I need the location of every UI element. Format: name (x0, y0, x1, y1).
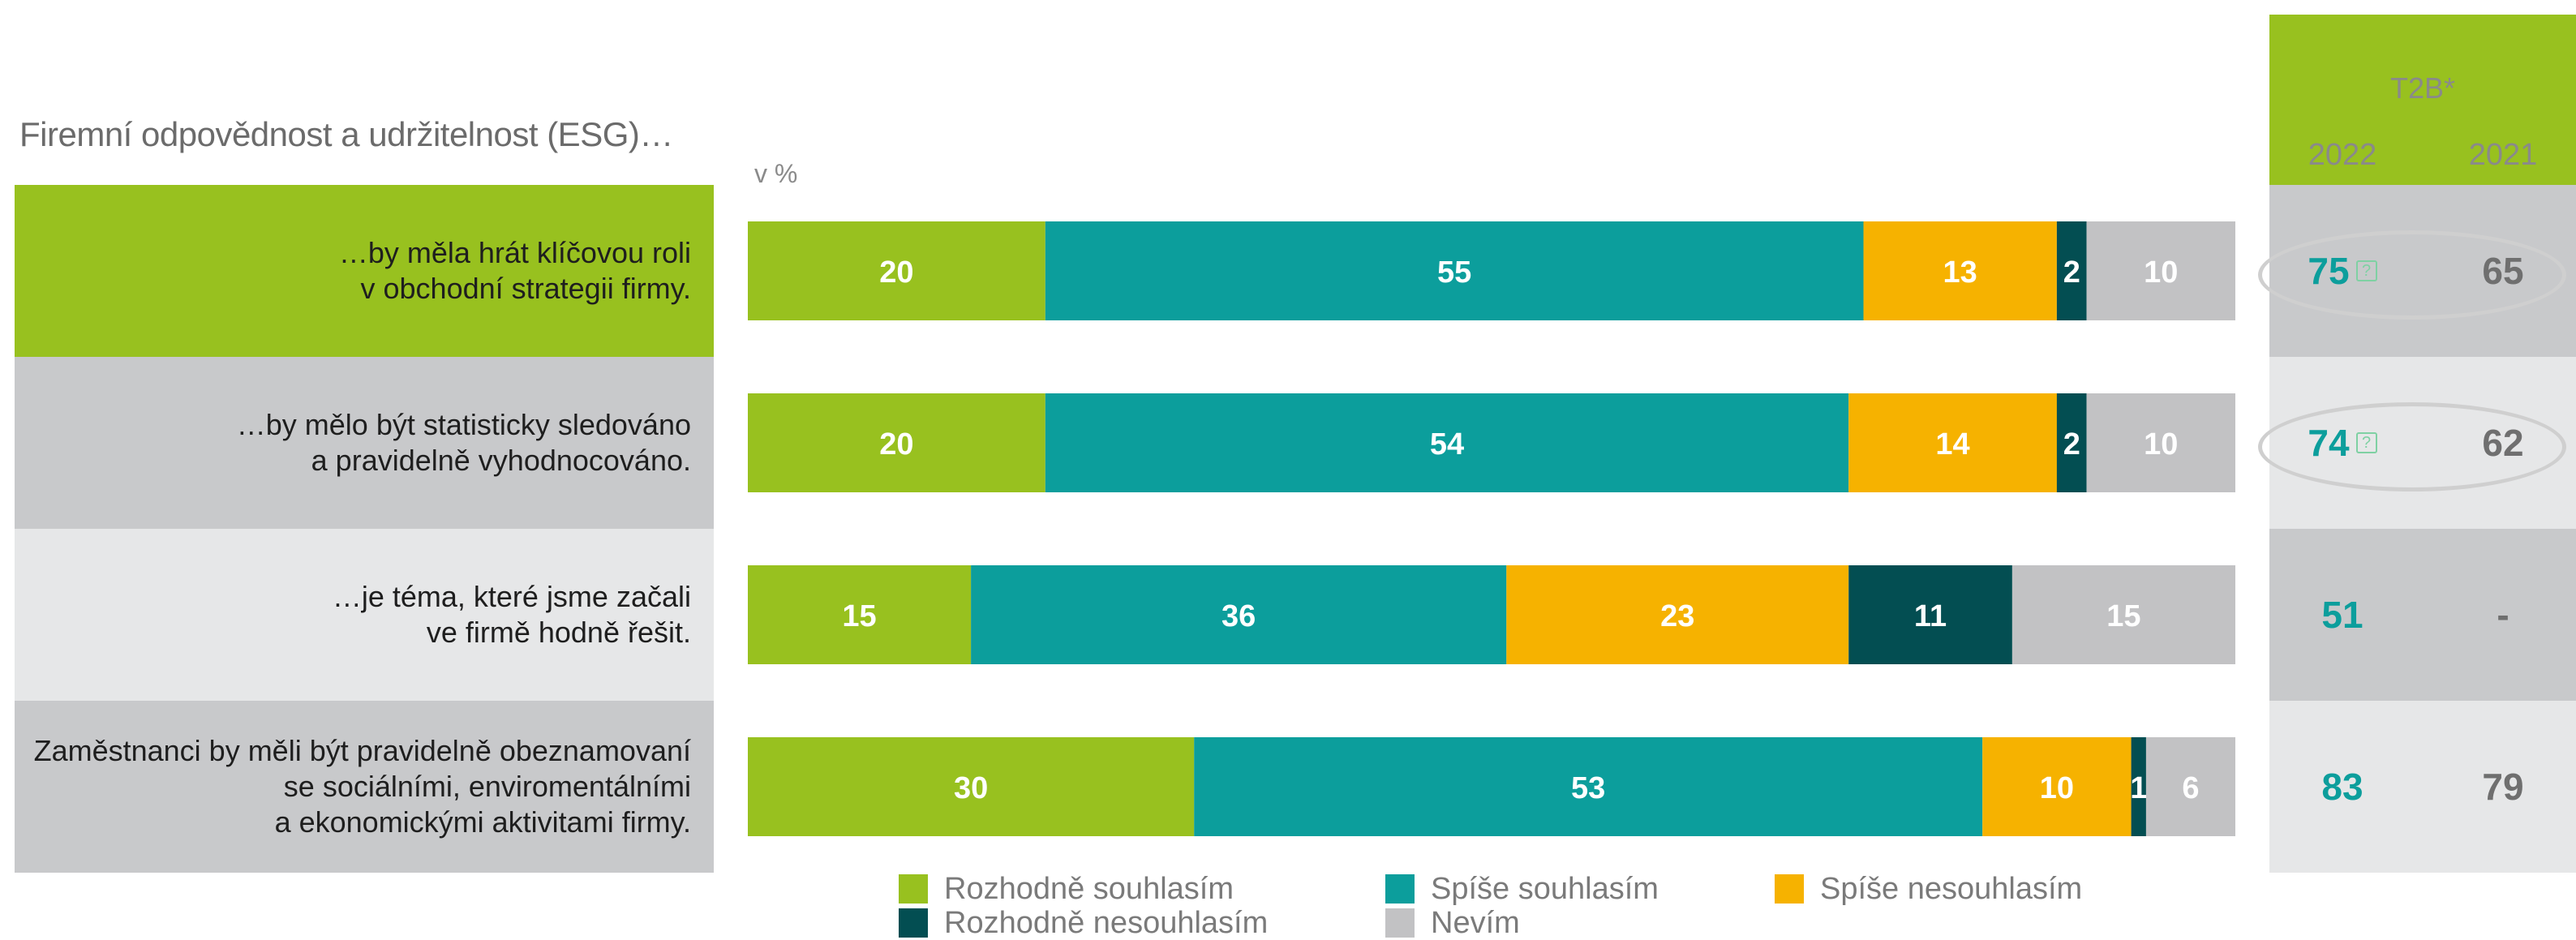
bar-segment-rozhodne-souhlasim (748, 221, 1045, 320)
unit-label: v % (754, 159, 798, 188)
data-label: 11 (1914, 599, 1947, 633)
t2b-row-2: 74? 62 (2258, 357, 2576, 529)
t2b-header: T2B* 2022 2021 (2269, 15, 2576, 185)
legend-item: Spíše nesouhlasím (1775, 873, 2082, 905)
statement-label: …by mělo být statisticky sledováno a pra… (236, 408, 691, 477)
legend-swatch (1775, 874, 1804, 904)
data-label: 20 (879, 255, 913, 290)
t2b-year-2022: 2022 (2308, 138, 2377, 172)
data-label: 15 (842, 599, 876, 633)
t2b-value-2022: 74? (2269, 357, 2415, 529)
legend-label: Rozhodně nesouhlasím (944, 906, 1269, 940)
t2b-row-4: 83 79 (2269, 701, 2576, 873)
t2b-value-2021: 62 (2482, 422, 2524, 464)
legend-label: Rozhodně souhlasím (944, 872, 1234, 906)
stacked-bar-chart: 20 55 13 2 10 20 54 14 2 10 15 36 23 11 15 30 53 10 1 6 (748, 221, 2235, 836)
chart-legend: Rozhodně souhlasím Spíše souhlasím Spíše… (899, 873, 2164, 939)
data-label: 55 (1437, 255, 1471, 290)
chart-heading: Firemní odpovědnost a udržitelnost (ESG)… (19, 115, 673, 153)
t2b-title: T2B* (2389, 71, 2456, 105)
bar-segment-rozhodne-nesouhlasim (1848, 565, 2012, 664)
legend-label: Spíše souhlasím (1431, 872, 1659, 906)
legend-label: Spíše nesouhlasím (1820, 872, 2083, 906)
question-icon[interactable]: ? (2355, 432, 2377, 453)
bar-segment-rozhodne-souhlasim (748, 393, 1045, 492)
statement-row-4: Zaměstnanci by měli být pravidelně obezn… (15, 701, 714, 873)
statement-row-3: …je téma, které jsme začali ve firmě hod… (15, 529, 714, 701)
data-label: 10 (2040, 771, 2074, 805)
legend-item: Nevím (1385, 907, 1520, 939)
t2b-row-3: 51 - (2269, 529, 2576, 701)
statement-label: …je téma, které jsme začali ve firmě hod… (332, 580, 691, 649)
data-label: 1 (2130, 771, 2147, 805)
highlight-ring (2258, 230, 2566, 320)
t2b-panel: T2B* 2022 2021 75? 65 74? 62 51 - 83 79 (2258, 15, 2576, 878)
statement-row-2: …by mělo být statisticky sledováno a pra… (15, 357, 714, 529)
bar-segment-nevim (2011, 565, 2235, 664)
legend-swatch (899, 908, 928, 938)
bar-segment-nevim (2086, 393, 2235, 492)
legend-swatch (1385, 874, 1415, 904)
bar-segment-spise-souhlasim (971, 565, 1507, 664)
data-label: 14 (1935, 427, 1969, 461)
data-label: 23 (1660, 599, 1694, 633)
highlight-ring (2258, 402, 2566, 491)
statement-label: …by měla hrát klíčovou roli v obchodní s… (338, 236, 691, 305)
bar-segment-rozhodne-nesouhlasim (2131, 737, 2146, 836)
t2b-value-2022: 75? (2269, 185, 2415, 357)
legend-swatch (899, 874, 928, 904)
bar-segment-spise-nesouhlasim (1982, 737, 2132, 836)
data-label: 54 (1430, 427, 1464, 461)
data-label: 30 (954, 771, 988, 805)
bar-segment-rozhodne-souhlasim (748, 565, 972, 664)
bar-segment-spise-nesouhlasim (1848, 393, 2057, 492)
legend-swatch (1385, 908, 1415, 938)
bar-segment-spise-souhlasim (1045, 393, 1849, 492)
question-icon[interactable]: ? (2355, 260, 2377, 281)
data-label: 15 (2106, 599, 2140, 633)
data-label: 2 (2063, 427, 2080, 461)
bar-segment-spise-souhlasim (1194, 737, 1983, 836)
legend-item: Rozhodně souhlasím (899, 873, 1234, 905)
data-label: 10 (2144, 427, 2178, 461)
t2b-value-2021: 79 (2482, 766, 2524, 808)
bar-segment-nevim (2146, 737, 2235, 836)
t2b-row-1: 75? 65 (2258, 185, 2576, 357)
data-label: 53 (1571, 771, 1605, 805)
bar-segment-spise-souhlasim (1045, 221, 1864, 320)
data-label: 10 (2144, 255, 2178, 290)
bar-segment-rozhodne-nesouhlasim (2056, 221, 2087, 320)
bar-segment-spise-nesouhlasim (1863, 221, 2057, 320)
bar-segment-nevim (2086, 221, 2235, 320)
data-label: 6 (2182, 771, 2199, 805)
bar-segment-rozhodne-souhlasim (748, 737, 1195, 836)
data-label: 13 (1943, 255, 1977, 290)
t2b-value-2022: 51 (2321, 594, 2363, 636)
t2b-value-2022: 83 (2321, 766, 2363, 808)
t2b-value-2021: - (2497, 594, 2509, 636)
statement-label: Zaměstnanci by měli být pravidelně obezn… (33, 734, 691, 839)
t2b-value-2021: 65 (2482, 250, 2524, 292)
legend-item: Spíše souhlasím (1385, 873, 1659, 905)
bar-segment-rozhodne-nesouhlasim (2056, 393, 2087, 492)
bar-segment-spise-nesouhlasim (1506, 565, 1849, 664)
statement-row-1: …by měla hrát klíčovou roli v obchodní s… (15, 185, 714, 357)
data-label: 20 (879, 427, 913, 461)
legend-item: Rozhodně nesouhlasím (899, 907, 1268, 939)
data-label: 2 (2063, 255, 2080, 290)
legend-label: Nevím (1431, 906, 1520, 940)
data-label: 36 (1221, 599, 1256, 633)
t2b-year-2021: 2021 (2468, 138, 2538, 172)
